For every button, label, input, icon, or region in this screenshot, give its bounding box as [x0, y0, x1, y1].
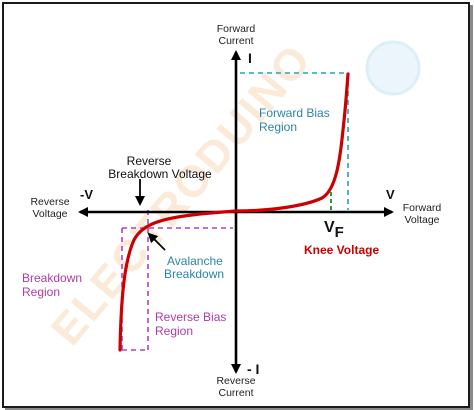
v-positive-label: V [386, 187, 395, 202]
reverse-bias-label-2: Region [155, 324, 193, 338]
avalanche-label-2: Breakdown [164, 267, 224, 281]
avalanche-arrow [147, 232, 166, 251]
v-negative-label: -V [80, 187, 93, 202]
iv-curve [118, 72, 350, 352]
breakdown-region-label-2: Region [22, 285, 60, 299]
vf-main: V [324, 219, 335, 236]
forward-voltage-label-1: Forward [403, 202, 442, 214]
forward-bias-label-1: Forward Bias [259, 106, 330, 120]
breakdown-region-label-1: Breakdown [22, 271, 82, 285]
avalanche-label-1: Avalanche [167, 254, 223, 268]
reverse-breakdown-label-2: Breakdown Voltage [108, 167, 212, 181]
i-negative-label: - I [247, 361, 259, 377]
reverse-current-label-1: Reverse [216, 375, 255, 387]
reverse-voltage-label-2: Voltage [32, 208, 67, 220]
i-positive-label: I [248, 50, 252, 66]
forward-current-label-2: Current [218, 35, 253, 47]
reverse-bias-label-1: Reverse Bias [155, 310, 226, 324]
reverse-voltage-label-1: Reverse [30, 196, 69, 208]
vf-label: VF [324, 219, 344, 241]
forward-voltage-label-2: Voltage [404, 214, 439, 226]
watermark: ELECTRODUINO [42, 35, 421, 354]
forward-guides [240, 72, 349, 210]
forward-bias-label-2: Region [259, 120, 297, 134]
vf-sub: F [335, 224, 344, 241]
watermark-bulb-icon [365, 40, 421, 96]
reverse-current-label-2: Current [218, 387, 253, 399]
forward-current-label-1: Forward [217, 23, 256, 35]
reverse-breakdown-label-1: Reverse [127, 154, 172, 168]
knee-voltage-label: Knee Voltage [304, 243, 379, 257]
